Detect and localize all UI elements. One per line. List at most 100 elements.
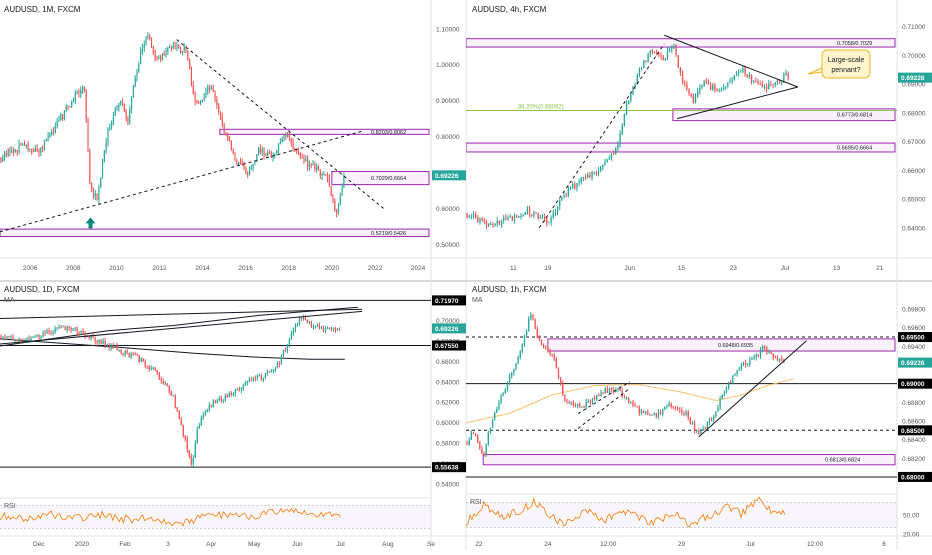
- candle-body: [535, 212, 537, 214]
- candle-body: [564, 395, 566, 402]
- candle-body: [196, 428, 198, 443]
- candle-body: [530, 314, 532, 320]
- candle-body: [559, 200, 561, 207]
- candle-body: [636, 406, 638, 408]
- trendline[interactable]: [538, 43, 665, 229]
- candle-body: [653, 51, 656, 53]
- candle-body: [715, 411, 717, 417]
- x-tick-label: 12:00: [807, 541, 824, 548]
- candle-body: [299, 153, 301, 158]
- candle-body: [494, 412, 496, 420]
- candle-body: [585, 401, 587, 408]
- candle-body: [188, 450, 190, 457]
- candle-body: [668, 49, 671, 51]
- x-tick-label: 2008: [66, 265, 81, 272]
- level-tag: [432, 462, 466, 473]
- candle-body: [94, 337, 96, 342]
- candle-body: [127, 118, 129, 124]
- candle-body: [242, 385, 244, 390]
- candle-body: [194, 93, 196, 102]
- candle-body: [156, 370, 158, 373]
- candle-body: [123, 104, 125, 111]
- trendline[interactable]: [577, 381, 631, 414]
- candle-body: [274, 367, 277, 370]
- trendline[interactable]: [0, 310, 363, 345]
- y-tick-label: 0.68600: [902, 418, 926, 425]
- plot-area[interactable]: [0, 299, 431, 468]
- candle-body: [276, 363, 279, 368]
- candle-body: [671, 48, 673, 50]
- trendline[interactable]: [0, 130, 363, 233]
- candle-body: [707, 82, 710, 85]
- trendline[interactable]: [664, 34, 799, 88]
- candle-body: [114, 109, 116, 116]
- x-tick-label: 13: [833, 265, 841, 272]
- candle-body: [6, 336, 8, 338]
- candle-body: [169, 47, 171, 49]
- moving-average-line: [0, 338, 345, 360]
- trendline[interactable]: [577, 387, 631, 429]
- candle-body: [167, 47, 169, 52]
- candle-body: [105, 142, 107, 152]
- y-tick-label: 0.62000: [436, 400, 460, 407]
- candle-body: [163, 53, 165, 55]
- candle-body: [698, 430, 700, 434]
- candle-body: [744, 362, 747, 365]
- candle-body: [22, 144, 24, 146]
- candle-body: [738, 369, 740, 371]
- candle-body: [184, 435, 186, 439]
- trendline[interactable]: [698, 340, 807, 438]
- candle-body: [140, 358, 142, 362]
- candle-body: [56, 327, 58, 329]
- candle-body: [507, 217, 509, 220]
- plot-area[interactable]: [466, 311, 897, 478]
- candle-body: [154, 367, 156, 371]
- plot-area[interactable]: [0, 32, 430, 238]
- candle-body: [587, 174, 589, 178]
- panel-h4[interactable]: 0.7058/0.7029 0.6773/0.6814 0.6695/0.6664 3…: [466, 5, 932, 272]
- y-tick-label: 0.69800: [902, 307, 926, 314]
- trendline[interactable]: [677, 86, 798, 120]
- candle-body: [567, 188, 570, 196]
- candle-body: [701, 86, 703, 88]
- candle-body: [336, 328, 339, 331]
- candle-body: [234, 154, 236, 161]
- candle-body: [723, 392, 726, 395]
- plot-area[interactable]: [466, 34, 897, 229]
- candle-body: [712, 84, 714, 90]
- candle-body: [481, 218, 483, 221]
- candle-body: [554, 211, 557, 213]
- candle-body: [314, 164, 316, 170]
- x-tick-label: Se: [427, 541, 435, 548]
- candle-body: [128, 352, 130, 357]
- rsi-line: [465, 496, 786, 528]
- candle-body: [140, 51, 142, 65]
- indicator-label: MA: [472, 297, 483, 304]
- candle-body: [203, 97, 205, 100]
- trendline[interactable]: [176, 39, 384, 209]
- panel-h1[interactable]: 0.6948/0.6935 0.6813/0.6824 AUDUSD, 1h, FX…: [465, 285, 932, 548]
- candle-body: [492, 223, 494, 225]
- x-tick-label: Jul: [746, 541, 755, 548]
- x-tick-label: Jun: [625, 265, 636, 272]
- panel-monthly[interactable]: 0.8203/0.8062 0.7029/0.6664 0.5219/0.5426 A…: [0, 5, 466, 272]
- panel-daily[interactable]: AUDUSD, 1D, FXCMMA0.700000.680000.660000…: [0, 285, 466, 548]
- candle-body: [778, 358, 781, 361]
- candle-body: [85, 89, 87, 119]
- trendline[interactable]: [0, 308, 363, 319]
- candle-body: [699, 87, 701, 92]
- candle-body: [511, 372, 513, 377]
- candle-body: [158, 57, 160, 59]
- candle-body: [294, 325, 297, 330]
- candle-body: [338, 328, 341, 330]
- candle-body: [176, 45, 178, 47]
- x-tick-label: Apr: [206, 541, 217, 548]
- candle-body: [264, 373, 267, 379]
- candle-body: [209, 87, 211, 89]
- candle-body: [88, 335, 90, 339]
- candle-body: [337, 204, 340, 213]
- candle-body: [24, 339, 26, 342]
- candle-body: [245, 168, 247, 173]
- pennant-callout[interactable]: Large-scale pennant?: [807, 49, 871, 79]
- candle-body: [76, 91, 78, 94]
